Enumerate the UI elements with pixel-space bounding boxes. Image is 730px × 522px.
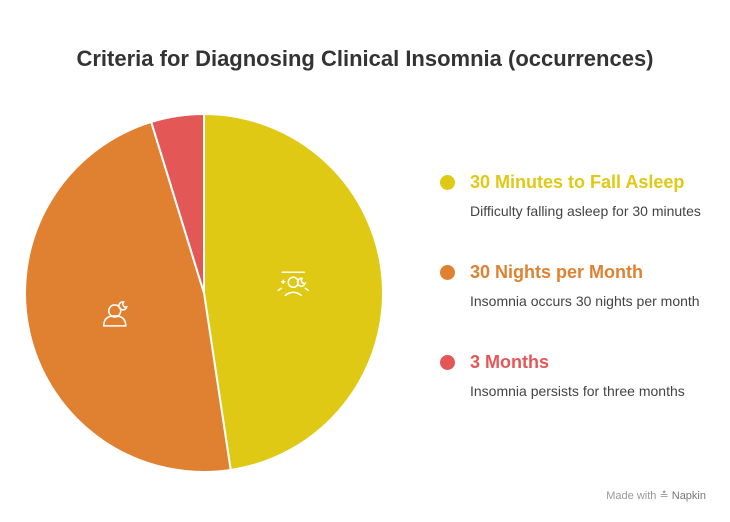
legend-title: 30 Nights per Month (470, 262, 644, 282)
legend-description: Difficulty falling asleep for 30 minutes (470, 203, 701, 219)
footer: Made with ≛ Napkin (606, 489, 706, 502)
legend-description: Insomnia persists for three months (470, 383, 685, 399)
footer-brand: Napkin (671, 490, 706, 502)
pie-slices (24, 112, 384, 473)
legend-title: 3 Months (470, 352, 549, 372)
legend-description: Insomnia occurs 30 nights per month (470, 293, 700, 309)
legend-dot (440, 175, 455, 190)
person-sleeping-icon (102, 301, 128, 327)
pie-slice (24, 120, 232, 473)
chart-title: Criteria for Diagnosing Clinical Insomni… (76, 46, 654, 71)
napkin-logo-icon: ≛ (659, 490, 669, 502)
pie-slice (149, 112, 205, 294)
sleepless-night-icon (277, 271, 309, 297)
legend-dot (440, 265, 455, 280)
footer-prefix: Made with (606, 490, 657, 502)
legend-dot (440, 355, 455, 370)
legend-title: 30 Minutes to Fall Asleep (470, 172, 685, 192)
pie-icons (102, 271, 309, 327)
